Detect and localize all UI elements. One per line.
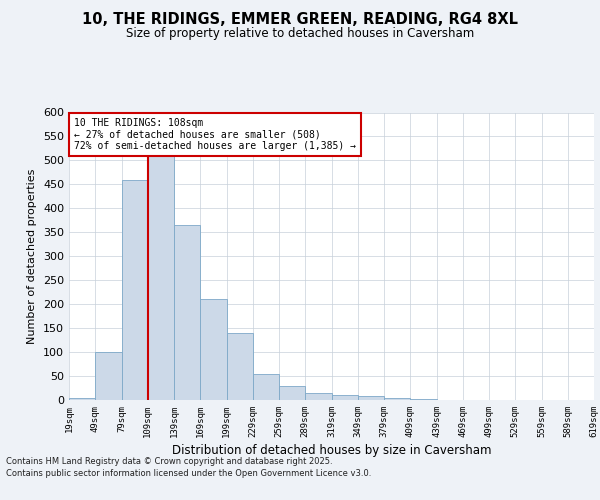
- Bar: [227, 333, 253, 400]
- Text: 10, THE RIDINGS, EMMER GREEN, READING, RG4 8XL: 10, THE RIDINGS, EMMER GREEN, READING, R…: [82, 12, 518, 28]
- Bar: [69, 398, 95, 400]
- Text: 10 THE RIDINGS: 108sqm
← 27% of detached houses are smaller (508)
72% of semi-de: 10 THE RIDINGS: 108sqm ← 27% of detached…: [74, 118, 356, 152]
- Bar: [410, 398, 437, 400]
- Bar: [121, 180, 148, 400]
- X-axis label: Distribution of detached houses by size in Caversham: Distribution of detached houses by size …: [172, 444, 491, 457]
- Bar: [279, 386, 305, 400]
- Text: Contains public sector information licensed under the Open Government Licence v3: Contains public sector information licen…: [6, 469, 371, 478]
- Y-axis label: Number of detached properties: Number of detached properties: [28, 168, 37, 344]
- Bar: [148, 156, 174, 400]
- Bar: [200, 300, 227, 400]
- Bar: [331, 395, 358, 400]
- Bar: [253, 374, 279, 400]
- Bar: [95, 352, 121, 400]
- Bar: [358, 396, 384, 400]
- Bar: [174, 225, 200, 400]
- Text: Contains HM Land Registry data © Crown copyright and database right 2025.: Contains HM Land Registry data © Crown c…: [6, 458, 332, 466]
- Bar: [305, 393, 331, 400]
- Text: Size of property relative to detached houses in Caversham: Size of property relative to detached ho…: [126, 28, 474, 40]
- Bar: [384, 398, 410, 400]
